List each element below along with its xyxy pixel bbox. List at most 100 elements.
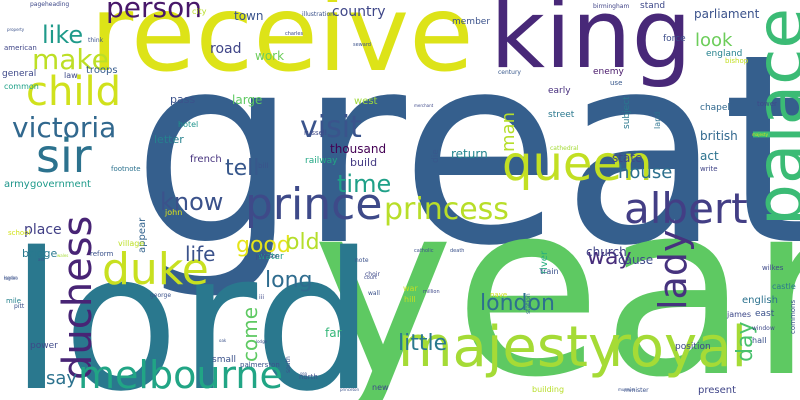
word: victoria [12,111,117,144]
word: wall [368,290,380,297]
word: say [46,368,78,389]
word: state [612,151,643,165]
word: far [325,326,342,340]
word: russell [304,129,327,137]
word: george [150,292,172,299]
word: french [190,154,222,165]
word: good [236,233,291,258]
word: law [64,71,78,80]
word: come [238,306,262,362]
word: long [265,268,313,293]
word: john [165,208,183,217]
word: little [398,331,448,356]
word: member [452,17,491,27]
word: house [618,162,673,183]
word: bishop [725,57,749,65]
word: water [258,252,284,262]
word: sir [36,129,92,183]
word: english [742,295,778,306]
word: school [8,229,31,237]
word: catholic [414,248,434,254]
word: majesty [752,132,768,137]
word: ast [38,257,45,262]
word: melbourne [78,353,283,397]
word: cause [618,253,654,267]
word: south [285,356,292,373]
word: building [532,385,565,394]
word: force [663,34,686,44]
word: church [586,245,627,259]
word: choir [365,271,380,278]
word: receive [90,0,474,95]
word: war [403,284,418,293]
word: great [132,0,800,303]
word: west [354,96,378,107]
word: die [431,149,441,163]
word: queen [502,136,653,192]
word: letter [154,133,184,146]
word: north [299,373,318,381]
word: enemy [593,67,624,77]
word: albert [624,184,748,233]
word: hall [752,336,767,345]
word: visit [300,110,362,145]
word: birmingham [593,3,630,10]
word: work [255,49,285,63]
word: london [480,291,555,316]
word: write [700,165,718,173]
word: common [4,82,39,91]
word: duke [102,244,209,295]
word: use [610,79,623,87]
word: johnson [256,253,280,260]
word: power [30,341,58,351]
word: government [30,179,91,190]
word: large [232,93,263,107]
word: station [525,293,532,314]
word: bridge [22,247,58,260]
word: city [192,7,207,16]
word: year [312,150,800,400]
word: court [364,275,377,281]
word: pitt [14,303,25,310]
word: look [695,30,733,51]
word: like [42,21,84,49]
word: tell [225,156,260,181]
word: princess [384,192,509,227]
word: death [450,248,465,254]
word: castle [772,282,796,291]
word: train [540,267,559,276]
word: village [118,239,145,248]
word: place [24,222,62,238]
word: london [4,275,18,280]
word: man [498,112,519,152]
word: window [752,325,775,332]
word: make [32,43,109,76]
word: charles [285,31,304,37]
word: sea [300,371,307,376]
word: build [350,156,378,169]
word: act [700,149,719,163]
word: nave [490,291,508,299]
word: land [653,111,662,129]
word: stand [640,1,666,11]
word: troops [86,65,118,76]
word: illustration [302,11,334,18]
word: princeton [340,387,360,392]
word: road [210,41,242,57]
word: royal [608,315,748,380]
word: wales [57,253,69,258]
word: commons [789,299,797,334]
word: james [727,310,752,319]
word: small [212,355,236,365]
word: pageheading [30,1,70,8]
word: majesty [398,315,622,380]
word: railway [305,156,338,166]
word: seward [353,42,371,48]
word: king [490,0,692,90]
word: property [7,27,25,32]
word: lady [651,229,695,310]
word: footnote [111,165,141,173]
word: way [587,245,632,270]
word: hill [404,295,416,304]
word: street [548,110,575,120]
